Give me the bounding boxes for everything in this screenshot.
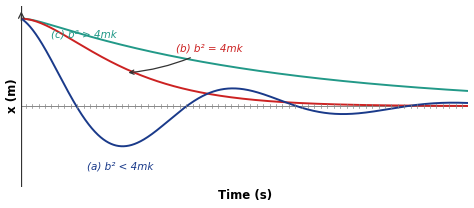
Y-axis label: x (m): x (m) bbox=[6, 79, 18, 113]
Text: (a) b² < 4mk: (a) b² < 4mk bbox=[87, 161, 153, 171]
X-axis label: Time (s): Time (s) bbox=[218, 189, 272, 202]
Text: (c) b² > 4mk: (c) b² > 4mk bbox=[51, 30, 117, 40]
Text: (b) b² = 4mk: (b) b² = 4mk bbox=[130, 44, 243, 74]
